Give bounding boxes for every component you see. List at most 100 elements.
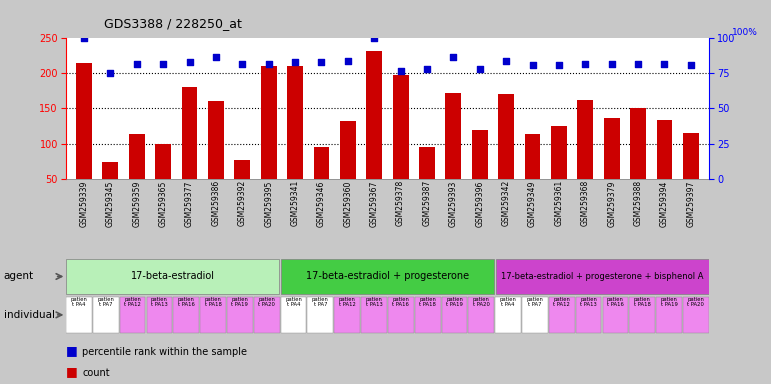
Bar [442,297,467,333]
Text: 100%: 100% [732,28,758,37]
Point [447,53,460,60]
Point [236,61,248,67]
Bar [335,297,360,333]
Text: patien
t PA20: patien t PA20 [258,297,275,307]
Text: GSM259361: GSM259361 [554,180,564,227]
Text: patien
t PA13: patien t PA13 [151,297,168,307]
Bar [208,101,224,214]
Bar [155,144,171,214]
Text: patien
t PA18: patien t PA18 [634,297,651,307]
Bar [446,93,461,214]
Bar [76,63,92,214]
Bar [392,75,409,214]
Text: GSM259392: GSM259392 [237,180,247,227]
Text: 17-beta-estradiol: 17-beta-estradiol [131,271,215,281]
Bar [66,259,279,294]
Text: GSM259359: GSM259359 [133,180,141,227]
Text: GSM259346: GSM259346 [317,180,326,227]
Bar [261,66,277,214]
Bar [129,134,145,214]
Text: GSM259397: GSM259397 [686,180,695,227]
Bar [495,297,521,333]
Text: patien
t PA18: patien t PA18 [419,297,436,307]
Text: GSM259360: GSM259360 [343,180,352,227]
Bar [577,100,593,214]
Point [500,58,512,64]
Point [315,59,328,65]
Text: patien
t PA7: patien t PA7 [527,297,544,307]
Bar [227,297,253,333]
Text: patien
t PA7: patien t PA7 [97,297,114,307]
Text: patien
t PA16: patien t PA16 [392,297,409,307]
Point [263,61,275,67]
Text: GSM259341: GSM259341 [291,180,300,227]
Bar [173,297,199,333]
Bar [388,297,414,333]
Text: patien
t PA16: patien t PA16 [178,297,195,307]
Bar [308,297,333,333]
Text: GSM259388: GSM259388 [634,180,642,226]
Bar [340,121,355,214]
Bar [103,162,118,214]
Text: GSM259386: GSM259386 [211,180,221,227]
Point [210,53,222,60]
Bar [254,297,280,333]
Bar [630,109,646,214]
Text: patien
t PA12: patien t PA12 [338,297,355,307]
Bar [419,147,435,214]
Bar [656,297,682,333]
Bar [281,259,494,294]
Text: patien
t PA13: patien t PA13 [365,297,382,307]
Bar [93,297,119,333]
Point [342,58,354,64]
Text: patien
t PA20: patien t PA20 [473,297,490,307]
Bar [629,297,655,333]
Bar [524,134,540,214]
Text: patien
t PA19: patien t PA19 [231,297,248,307]
Text: patien
t PA4: patien t PA4 [285,297,302,307]
Bar [551,126,567,214]
Text: patien
t PA20: patien t PA20 [688,297,705,307]
Text: percentile rank within the sample: percentile rank within the sample [82,347,247,357]
Bar [472,129,488,214]
Bar [182,88,197,214]
Bar [683,133,699,214]
Point [78,35,90,41]
Text: GSM259342: GSM259342 [502,180,510,227]
Bar [361,297,387,333]
Text: patien
t PA7: patien t PA7 [312,297,328,307]
Text: GSM259378: GSM259378 [396,180,405,227]
Point [553,62,565,68]
Bar [683,297,709,333]
Point [130,61,143,67]
Bar [415,297,440,333]
Bar [469,297,494,333]
Bar [287,66,303,214]
Bar [604,118,620,214]
Bar [234,160,251,214]
Text: GSM259349: GSM259349 [528,180,537,227]
Text: patien
t PA16: patien t PA16 [607,297,624,307]
Bar [314,147,329,214]
Text: patien
t PA19: patien t PA19 [661,297,678,307]
Point [579,61,591,67]
Point [527,62,539,68]
Text: ■: ■ [66,344,77,357]
Text: individual: individual [4,310,55,320]
Point [289,59,301,65]
Point [395,68,407,74]
Text: patien
t PA19: patien t PA19 [446,297,463,307]
Bar [66,297,92,333]
Point [632,61,645,67]
Text: GSM259395: GSM259395 [264,180,273,227]
Bar [549,297,574,333]
Text: patien
t PA13: patien t PA13 [580,297,597,307]
Point [368,35,380,41]
Point [421,66,433,72]
Point [104,70,116,76]
Text: GSM259379: GSM259379 [608,180,616,227]
Text: ■: ■ [66,365,77,378]
Text: count: count [82,368,110,378]
Point [685,62,697,68]
Bar [522,297,548,333]
